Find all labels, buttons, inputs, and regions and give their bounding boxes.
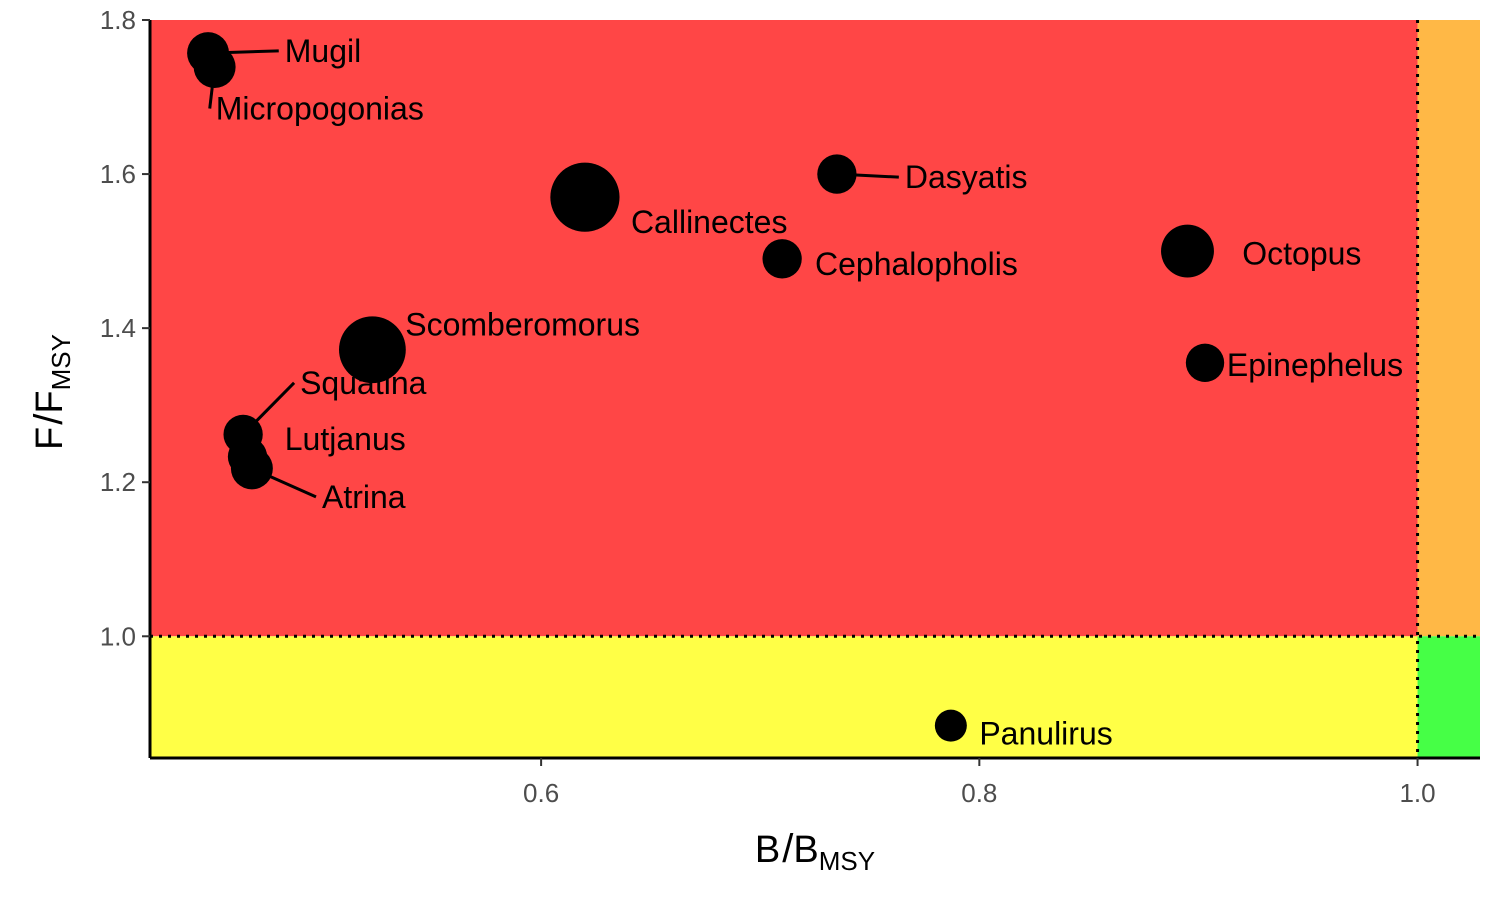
x-tick-label: 1.0 [1399,778,1435,808]
leader-atrina [262,472,317,499]
label-micropogonias: Micropogonias [216,91,424,127]
x-tick-label: 0.6 [523,778,559,808]
y-tick-label: 1.6 [100,159,136,189]
point-labels: Mugil Micropogonias Callinectes Dasyatis Cep… [216,33,1403,752]
x-axis-ticks: 0.6 0.8 1.0 [523,758,1436,808]
point-micropogonias [193,46,236,88]
quadrant-not-overfished-overfishing [1417,20,1480,637]
x-axis-title-main-repeat: B [793,829,818,871]
point-scomberomorus [339,316,406,384]
label-leader-lines [208,49,899,499]
point-cephalopholis [762,239,802,279]
data-points [187,32,1225,742]
y-tick-label: 1.2 [100,467,136,497]
label-callinectes: Callinectes [631,204,788,240]
y-axis-ticks: 1.0 1.2 1.4 1.6 1.8 [100,5,150,651]
label-panulirus: Panulirus [979,715,1112,751]
point-atrina [230,447,273,490]
leader-dasyatis [848,173,899,179]
point-epinephelus [1185,343,1225,382]
y-axis-title: F/FMSY [27,334,76,450]
label-squatina: Squatina [300,365,427,401]
y-axis-title-main: F [29,427,71,450]
label-epinephelus: Epinephelus [1227,347,1403,383]
leader-mugil [220,49,279,55]
y-axis-title-sub: MSY [46,334,76,390]
x-axis-title: B/BMSY [755,827,875,876]
y-tick-label: 1.4 [100,313,136,343]
label-lutjanus: Lutjanus [285,421,406,457]
label-mugil: Mugil [285,33,361,69]
x-axis-title-sub: MSY [819,846,875,876]
label-octopus: Octopus [1242,235,1361,271]
label-cephalopholis: Cephalopholis [815,246,1018,282]
point-dasyatis [817,154,857,194]
x-tick-label: 0.8 [961,778,997,808]
point-callinectes [550,162,620,232]
y-tick-label: 1.0 [100,621,136,651]
point-octopus [1161,224,1214,278]
y-tick-label: 1.8 [100,5,136,35]
point-panulirus [934,709,967,742]
x-axis-title-main: B [755,829,780,871]
reference-lines [150,20,1480,758]
label-atrina: Atrina [322,479,406,515]
label-dasyatis: Dasyatis [905,159,1028,195]
label-scomberomorus: Scomberomorus [405,306,640,342]
axes [148,20,1480,760]
y-axis-title-main-repeat: F [29,390,71,413]
quadrant-overfished-no-overfishing [150,636,1418,758]
quadrant-healthy [1417,636,1480,758]
leader-squatina [250,381,296,428]
